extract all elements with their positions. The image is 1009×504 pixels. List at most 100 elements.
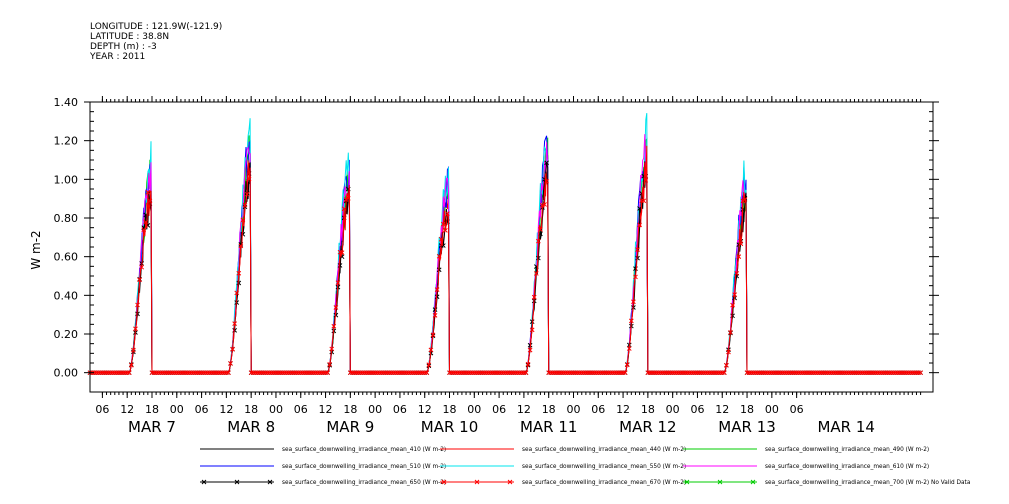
series-marker xyxy=(728,329,733,335)
series-marker xyxy=(141,227,147,233)
series-marker xyxy=(436,253,442,259)
x-tick-label: 00 xyxy=(566,403,580,416)
series-marker xyxy=(137,277,142,283)
x-tick-label: 18 xyxy=(542,403,556,416)
x-tick-label: 12 xyxy=(319,403,333,416)
series-marker xyxy=(133,326,138,332)
series-marker xyxy=(643,177,649,183)
series-line xyxy=(90,154,921,374)
series-marker xyxy=(329,346,335,352)
series-line xyxy=(90,134,921,374)
y-tick-label: 1.20 xyxy=(54,135,79,148)
x-tick-label: 18 xyxy=(443,403,457,416)
legend-marker xyxy=(507,479,513,485)
series-marker xyxy=(527,347,533,353)
day-label: MAR 7 xyxy=(128,418,176,436)
series-marker xyxy=(523,370,529,376)
series-marker xyxy=(628,318,634,324)
series-marker xyxy=(432,313,438,318)
x-tick-label: 06 xyxy=(294,403,308,416)
legend-label: sea_surface_downwelling_irradiance_mean_… xyxy=(522,480,686,486)
x-tick-label: 18 xyxy=(244,403,258,416)
series-marker xyxy=(631,299,636,305)
legend-marker xyxy=(717,479,723,485)
series-marker xyxy=(246,176,252,182)
series-line xyxy=(90,145,921,374)
series-marker xyxy=(533,271,539,276)
depth-text: DEPTH (m) : -3 xyxy=(90,42,157,52)
series-marker xyxy=(732,292,738,298)
x-tick-label: 06 xyxy=(790,403,804,416)
series-marker xyxy=(424,370,430,376)
legend: sea_surface_downwelling_irradiance_mean_… xyxy=(200,447,971,486)
series-marker xyxy=(624,362,630,368)
series-line xyxy=(90,113,921,374)
series-marker xyxy=(432,307,438,312)
day-label: MAR 9 xyxy=(326,418,374,436)
series-marker xyxy=(234,290,240,296)
series-marker xyxy=(443,228,448,233)
day-label: MAR 11 xyxy=(520,418,577,436)
series-marker xyxy=(734,270,740,276)
series-line xyxy=(90,135,921,374)
series-marker xyxy=(135,302,140,308)
x-tick-label: 06 xyxy=(492,403,506,416)
series-marker xyxy=(341,206,347,212)
series-marker xyxy=(918,370,923,376)
y-tick-label: 0.00 xyxy=(54,367,79,380)
series-marker xyxy=(434,294,440,300)
legend-label: sea_surface_downwelling_irradiance_mean_… xyxy=(765,480,971,486)
series-marker xyxy=(335,280,341,286)
axes: 0.00 0.20 0.40 0.60 0.80 1.00 1.20 1.40 06 12 18 00… xyxy=(54,96,939,436)
series-marker xyxy=(445,211,450,216)
y-tick-label: 0.60 xyxy=(54,251,79,264)
legend-marker xyxy=(474,479,480,485)
y-tick-label: 0.20 xyxy=(54,328,79,341)
legend-label: sea_surface_downwelling_irradiance_mean_… xyxy=(765,447,929,453)
series-marker xyxy=(345,195,351,201)
x-tick-label: 00 xyxy=(368,403,382,416)
series-marker xyxy=(738,241,744,247)
x-tick-label: 00 xyxy=(269,403,283,416)
series-marker xyxy=(240,217,246,223)
x-tick-label: 06 xyxy=(195,403,209,416)
series-marker xyxy=(228,361,233,366)
series-marker xyxy=(438,236,444,242)
x-tick-label: 18 xyxy=(343,403,357,416)
series-marker xyxy=(730,313,735,319)
day-label: MAR 10 xyxy=(421,418,478,436)
series-marker xyxy=(531,294,537,300)
series-marker xyxy=(726,349,731,355)
day-label: MAR 8 xyxy=(227,418,275,436)
day-label: MAR 13 xyxy=(718,418,775,436)
series-marker xyxy=(637,222,642,228)
latitude-text: LATITUDE : 38.8N xyxy=(90,32,170,42)
day-label: MAR 14 xyxy=(817,418,874,436)
longitude-text: LONGITUDE : 121.9W(-121.9) xyxy=(90,22,223,32)
year-text: YEAR : 2011 xyxy=(90,52,146,62)
series-line xyxy=(90,135,921,374)
series-marker xyxy=(238,243,244,249)
series-marker xyxy=(529,319,535,325)
x-tick-label: 06 xyxy=(95,403,109,416)
x-tick-label: 18 xyxy=(145,403,159,416)
x-tick-label: 00 xyxy=(765,403,779,416)
series-marker xyxy=(525,361,531,367)
series-marker xyxy=(230,346,235,352)
y-tick-label: 0.40 xyxy=(54,289,79,302)
series-marker xyxy=(635,247,640,252)
x-tick-label: 18 xyxy=(641,403,655,416)
legend-label: sea_surface_downwelling_irradiance_mean_… xyxy=(282,447,446,453)
series-lines xyxy=(87,113,923,376)
x-tick-label: 06 xyxy=(393,403,407,416)
series-marker xyxy=(440,221,446,227)
x-tick-label: 18 xyxy=(740,403,754,416)
series-line xyxy=(90,161,921,374)
series-marker xyxy=(428,347,434,353)
series-marker xyxy=(529,327,535,333)
legend-marker xyxy=(234,479,240,485)
series-marker xyxy=(331,323,337,329)
legend-marker xyxy=(750,479,756,485)
x-tick-label: 00 xyxy=(170,403,184,416)
series-marker xyxy=(434,287,440,292)
